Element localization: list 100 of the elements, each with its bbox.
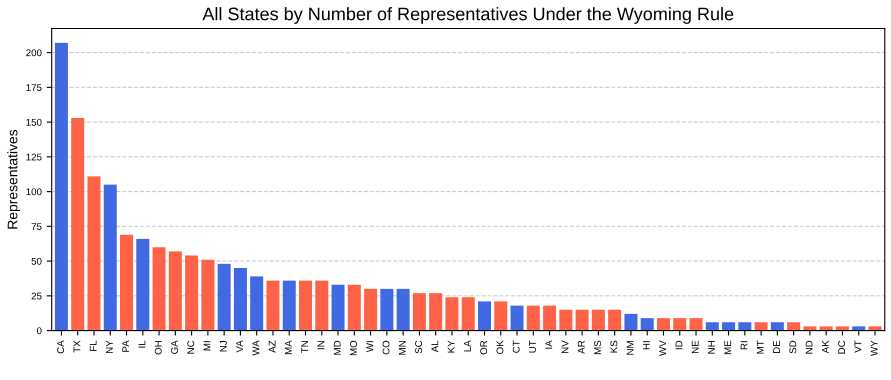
- x-tick-label: AL: [432, 340, 438, 352]
- x-tick-label: MA: [285, 340, 292, 354]
- bar: [54, 42, 68, 331]
- bar: [462, 297, 475, 331]
- bar: [380, 288, 394, 331]
- x-tick-label: RI: [740, 341, 748, 350]
- x-tick-label: IN: [318, 341, 324, 350]
- y-tick-label: 75: [32, 223, 42, 230]
- bar: [770, 322, 784, 331]
- x-tick-label: HI: [643, 341, 650, 350]
- x-tick-label: OR: [480, 340, 488, 354]
- x-tick-label: MO: [350, 340, 357, 356]
- bar: [592, 310, 605, 331]
- x-tick-label: NE: [692, 340, 699, 354]
- x-tick-label: WA: [252, 340, 260, 356]
- bar: [396, 288, 410, 331]
- bar: [656, 318, 670, 331]
- x-tick-label: ID: [676, 340, 682, 350]
- bar: [234, 268, 247, 331]
- x-tick-label: UT: [529, 340, 536, 353]
- x-tick-label: AK: [822, 340, 829, 354]
- x-tick-label: NC: [187, 340, 194, 354]
- x-tick-label: AR: [578, 340, 585, 354]
- x-tick-label: WY: [870, 340, 878, 356]
- bar: [690, 318, 703, 331]
- x-tick-label: IL: [138, 340, 146, 348]
- x-tick-label: MS: [594, 340, 601, 354]
- x-tick-label: MT: [756, 340, 764, 354]
- x-tick-label: DE: [773, 340, 780, 354]
- y-tick-label: 150: [26, 118, 42, 126]
- x-tick-label: MD: [334, 340, 341, 355]
- x-tick-label: CO: [382, 340, 390, 354]
- x-tick-label: OH: [154, 341, 162, 354]
- bar: [332, 284, 345, 331]
- bar: [185, 256, 198, 331]
- x-tick-label: TX: [74, 340, 80, 353]
- bar: [201, 260, 214, 331]
- bar: [494, 301, 508, 331]
- bar: [412, 293, 426, 331]
- bar: [510, 306, 524, 331]
- y-tick-label: 0: [36, 327, 42, 334]
- bar: [120, 234, 134, 331]
- y-tick-label: 25: [32, 292, 42, 300]
- y-tick-label: 200: [26, 49, 42, 56]
- bar: [559, 310, 572, 331]
- bar: [364, 288, 378, 331]
- x-tick-label: VA: [236, 340, 243, 353]
- x-tick-label: DC: [838, 340, 846, 354]
- bar: [706, 322, 719, 331]
- x-tick-label: WV: [659, 340, 666, 356]
- x-tick-label: WI: [366, 341, 374, 352]
- bar: [299, 280, 312, 331]
- chart-title: All States by Number of Representatives Under the Wyoming Rule: [202, 7, 734, 24]
- y-tick-label: 100: [26, 188, 42, 196]
- x-tick-label: NJ: [220, 341, 227, 352]
- x-tick-label: NH: [708, 341, 715, 354]
- bar: [722, 322, 736, 331]
- x-tick-label: LA: [464, 340, 471, 352]
- x-tick-label: PA: [122, 340, 130, 352]
- x-tick-label: NY: [106, 340, 113, 354]
- x-tick-label: VT: [854, 340, 862, 353]
- bar: [250, 276, 264, 331]
- x-tick-label: KS: [610, 340, 618, 352]
- bar: [787, 322, 800, 331]
- bar: [266, 280, 280, 331]
- x-tick-label: KY: [448, 340, 454, 352]
- y-tick-label: 125: [26, 154, 42, 160]
- x-tick-label: SC: [415, 340, 422, 354]
- x-tick-label: NV: [562, 340, 568, 354]
- x-tick-label: AZ: [268, 340, 276, 353]
- bar: [168, 251, 182, 331]
- bar: [315, 280, 328, 331]
- bar: [348, 284, 361, 331]
- bar: [152, 247, 166, 331]
- bar: [738, 322, 752, 331]
- bar: [640, 318, 654, 331]
- bar: [624, 314, 638, 331]
- bar: [136, 238, 150, 331]
- y-tick-label: 175: [26, 84, 42, 91]
- bar: [104, 184, 117, 331]
- x-tick-label: MN: [398, 341, 406, 355]
- bar: [87, 176, 100, 331]
- x-tick-label: FL: [90, 340, 96, 351]
- x-tick-label: ME: [724, 340, 732, 354]
- bar: [282, 280, 296, 331]
- bar: [754, 322, 768, 331]
- x-tick-label: ND: [806, 340, 812, 354]
- x-tick-label: TN: [301, 341, 308, 354]
- x-tick-label: CT: [512, 340, 520, 353]
- x-tick-label: MI: [204, 341, 210, 350]
- bar: [445, 297, 458, 331]
- bar: [608, 310, 622, 331]
- y-axis-title: Representatives: [7, 130, 20, 229]
- x-tick-label: NM: [626, 341, 634, 355]
- bar: [543, 306, 556, 331]
- x-tick-label: CA: [57, 340, 64, 354]
- bar: [429, 293, 442, 331]
- bar: [218, 264, 231, 331]
- x-tick-label: GA: [171, 340, 178, 354]
- x-tick-label: SD: [789, 340, 796, 354]
